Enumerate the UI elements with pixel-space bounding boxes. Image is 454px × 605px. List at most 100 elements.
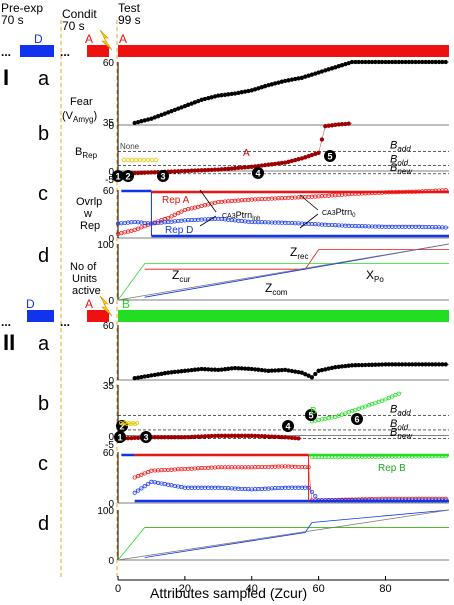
marker-ii-4-label: 4 [285,422,290,432]
marker-i-1 [112,170,124,182]
point-fear-i-a [226,92,231,97]
marker-i-2 [122,170,134,182]
point-fear-ii-a [286,368,291,373]
point-early-ib [145,157,151,163]
point-early-ib [129,157,135,163]
row-letter-iic: c [38,453,48,475]
point-a-i-b [326,123,331,128]
context-d-bar-ii [27,310,54,322]
x-tick-label-40: 40 [246,583,258,595]
point-fear-ii-a [339,364,345,369]
point-a-i-b [279,160,284,166]
phase2-time: 70 s [62,19,85,33]
y-tick-i-c-max: 60 [103,186,115,197]
point-b-ii-b [356,406,361,411]
point-fear-i-a [132,120,137,126]
y-tick-i-a-max: 60 [103,58,115,69]
point-fear-ii-a [306,373,311,378]
point-early-iib [130,420,135,425]
point-fear-ii-a [196,367,201,372]
point-early-iib [119,420,124,425]
context-d-label-ii: D [26,297,35,311]
ref-label-old-i-b: Bold [390,153,409,167]
point-fear-ii-a [155,372,161,377]
point-fear-ii-a [303,372,308,377]
y-tick-ii-a-min: 0 [108,376,114,387]
shock-icon-ii [99,295,113,317]
context-d-label-i: D [34,32,43,46]
point-rep-a-i-c [176,211,181,216]
marker-i-5 [324,150,336,162]
point-rep-d-ii-c [136,488,141,493]
point-fear-ii-a [186,368,191,373]
annot-xpo: XPo [366,268,384,284]
series-line-rep-d-ii-c [134,481,449,501]
point-fear-ii-a [226,366,231,371]
marker-i-3 [157,170,169,182]
annot-rep-d: Rep D [165,225,193,236]
roman-ii: II [3,330,15,355]
point-fear-ii-a [149,373,154,378]
point-fear-ii-a [333,365,338,370]
point-rep-a-i-c [166,215,171,221]
point-early-ib [141,157,147,163]
ylabel-ovrlp-rep: Rep [80,220,100,232]
point-fear-i-a [202,96,208,102]
marker-ii-6-label: 6 [354,415,359,425]
annot-zcom: Zcom [265,281,288,297]
point-rep-d-i-c [443,225,448,230]
point-b-ii-b [333,414,338,419]
y-tick-i-c-min: 0 [108,234,114,245]
y-tick-i-b--5: -5 [105,175,114,186]
point-early-iib [132,421,137,426]
point-early-ib [137,157,143,163]
marker-i-3-label: 3 [160,172,165,182]
ylabel-units-2: Units [72,273,98,285]
x-tick-label-20: 20 [179,583,191,595]
point-a-i-b [286,159,291,164]
point-fear-i-a [209,95,214,100]
context-a-label-test-i: A [119,32,127,46]
ylabel-brep: BRep [75,146,98,160]
point-rep-a-ii-c [139,472,144,477]
context-b-label-ii: B [122,297,130,311]
y-tick-i-a-min: 0 [108,121,114,132]
series-line-zcom-ii-d [144,509,450,558]
point-a-i-b [219,167,224,172]
plots-layer: 600350-5BaddBoldBnew6001000600350-5BaddB… [97,58,450,595]
point-rep-d-ii-c [142,484,147,489]
y-tick-ii-d-min: 0 [108,556,114,567]
marker-ii-5 [305,409,317,421]
point-a-i-b [316,150,321,155]
dots-mid-1: ... [60,45,70,59]
ref-label-new-i-b: Bnew [390,162,413,176]
point-fear-i-a [443,59,448,65]
point-fear-ii-a [249,366,254,372]
series-line-zrec-i-d [144,249,449,270]
point-rep-d-ii-c [313,494,318,499]
point-fear-i-a [296,76,301,81]
row-letter-iid: d [38,513,49,535]
context-a-label-cond-i: A [85,32,93,46]
series-line-fear-i-a [134,61,449,124]
point-fear-ii-a [296,369,301,375]
point-a-i-b [232,166,238,171]
marker-i-4 [252,167,264,179]
annot-rep-b: Rep B [378,463,406,474]
point-fear-i-a [303,74,308,79]
series-line-zcur-ii-d [117,527,449,561]
point-fear-i-a [232,91,238,96]
point-fear-i-a [279,79,284,84]
point-b-ii-b [393,393,398,398]
point-rep-d-ii-c [139,486,144,491]
point-fear-ii-a [219,367,224,372]
y-tick-ii-b-0: 0 [108,432,114,443]
marker-ii-2-label: 2 [119,422,124,432]
y-tick-ii-d-max: 100 [97,506,114,517]
point-early-ib [121,157,127,163]
phase3-name: Test [118,1,141,15]
point-b-ii-b [380,398,385,403]
series-line-xpo-i-d [117,243,450,301]
point-fear-ii-a [309,375,315,380]
ylabel-fear-2: (VAmyg) [62,110,97,124]
